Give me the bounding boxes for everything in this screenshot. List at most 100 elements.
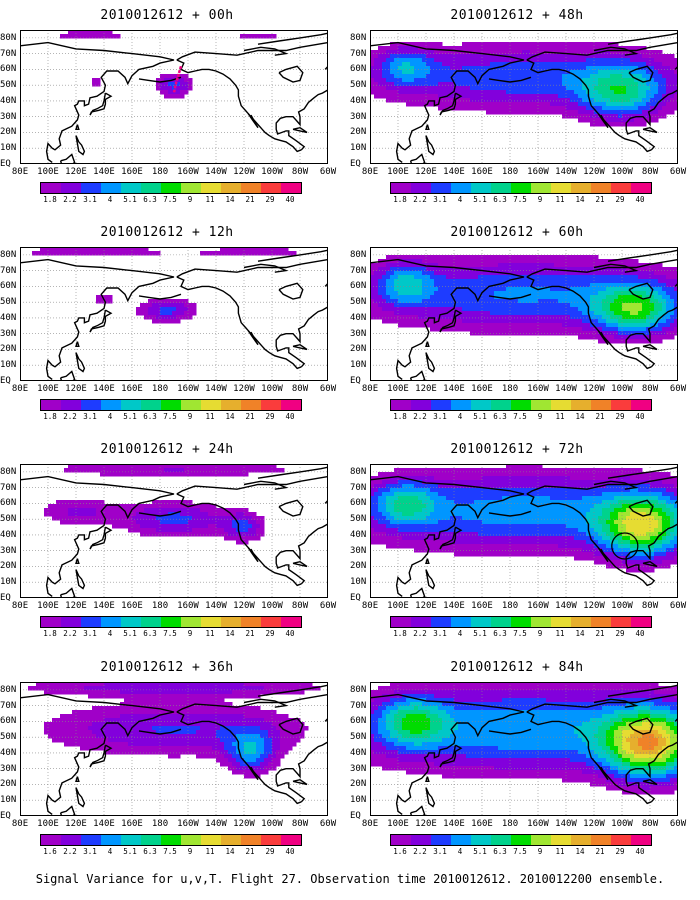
lon-tick-label: 160E <box>121 819 143 829</box>
coastline <box>278 717 304 735</box>
colorbar-swatch <box>101 617 121 627</box>
lon-tick-label: 160W <box>527 384 549 394</box>
colorbar-label: 29 <box>265 412 275 421</box>
colorbar-label: 7.5 <box>163 412 177 421</box>
colorbar-swatch <box>81 835 101 845</box>
colorbar-swatch <box>571 617 591 627</box>
colorbar-swatch <box>491 617 511 627</box>
lat-tick-label: 10N <box>350 360 367 371</box>
coastline <box>425 135 436 156</box>
coastline <box>526 493 652 587</box>
lat-tick-label: 40N <box>350 312 367 323</box>
colorbar-swatch <box>491 400 511 410</box>
colorbar <box>390 616 652 628</box>
colorbar-label: 11 <box>205 629 215 638</box>
lon-tick-label: 140E <box>443 384 465 394</box>
colorbar-swatch <box>431 835 451 845</box>
lon-tick-label: 180 <box>501 819 519 829</box>
panel-title: 2010012612 + 84h <box>450 660 584 675</box>
coastline <box>243 698 289 708</box>
coastline <box>625 306 678 368</box>
lat-tick-label: 10N <box>0 577 17 588</box>
figure-caption: Signal Variance for u,v,T. Flight 27. Ob… <box>35 872 665 886</box>
coastline <box>247 113 259 129</box>
lon-tick-label: 160E <box>471 167 493 177</box>
coastline <box>292 560 308 568</box>
map-panel: 2010012612 + 60h 80N 70N 60N 50N 40N 30N 20N 10N… <box>350 225 686 430</box>
coastline <box>138 76 182 83</box>
coastline <box>138 728 182 735</box>
lon-tick-label: 80E <box>361 819 379 829</box>
coastline <box>628 282 654 300</box>
lon-tick-label: 60W <box>319 601 337 611</box>
lon-tick-label: 80W <box>641 384 659 394</box>
colorbar-swatch <box>221 183 241 193</box>
lat-tick-label: 80N <box>350 32 367 43</box>
lat-tick-label: 60N <box>0 281 17 292</box>
lat-tick-label: EQ <box>350 159 361 169</box>
colorbar-label: 40 <box>635 629 645 638</box>
coastline <box>278 499 304 517</box>
lon-tick-label: 80E <box>361 601 379 611</box>
lat-tick-label: 40N <box>0 529 17 540</box>
colorbar-swatch <box>201 617 221 627</box>
lat-tick-label: EQ <box>350 593 361 603</box>
lat-tick-label: 50N <box>0 80 17 91</box>
colorbar-label: 4 <box>107 195 113 204</box>
coastline <box>75 569 86 590</box>
colorbar-label: 7.5 <box>513 195 527 204</box>
coastline <box>607 249 678 262</box>
colorbar-label: 2.2 <box>63 195 77 204</box>
coastline <box>593 698 639 708</box>
colorbar-label: 5.1 <box>123 195 137 204</box>
colorbar-label: 2.2 <box>63 412 77 421</box>
coastline <box>275 523 328 585</box>
coastline <box>607 466 678 479</box>
lon-tick-label: 80W <box>641 601 659 611</box>
lon-tick-label: 120W <box>233 819 255 829</box>
colorbar-swatch <box>531 835 551 845</box>
coastline <box>20 693 175 815</box>
colorbar-label: 6.3 <box>143 412 157 421</box>
coastline <box>488 293 532 300</box>
colorbar-label: 9 <box>537 412 543 421</box>
colorbar-swatch <box>391 400 411 410</box>
colorbar <box>390 182 652 194</box>
map-panel: 2010012612 + 48h 80N 70N 60N 50N 40N 30N 20N 10N… <box>350 8 686 213</box>
coastline <box>59 153 76 164</box>
coastline <box>425 569 436 590</box>
lon-tick-label: 60W <box>319 167 337 177</box>
colorbar <box>390 399 652 411</box>
lon-tick-label: 140E <box>93 601 115 611</box>
coastline <box>593 46 639 56</box>
lat-tick-label: 60N <box>350 281 367 292</box>
colorbar-label: 11 <box>205 412 215 421</box>
colorbar-label: 40 <box>285 847 295 856</box>
lat-tick-label: 20N <box>0 127 17 138</box>
coastline <box>425 776 430 783</box>
lat-tick-label: 10N <box>0 795 17 806</box>
map-panel: 2010012612 + 72h 80N 70N 60N 50N 40N 30N 20N 10N… <box>350 442 686 647</box>
panel-title: 2010012612 + 36h <box>100 660 234 675</box>
colorbar-label: 6.3 <box>493 629 507 638</box>
lon-tick-label: 140E <box>443 167 465 177</box>
colorbar-swatch <box>241 835 261 845</box>
lon-tick-label: 120W <box>233 167 255 177</box>
panel-title: 2010012612 + 48h <box>450 8 584 23</box>
panel-title: 2010012612 + 60h <box>450 225 584 240</box>
coastline <box>526 276 652 370</box>
colorbar-swatch <box>451 183 471 193</box>
coastline <box>89 526 113 550</box>
lat-tick-label: 70N <box>350 265 367 276</box>
colorbar-swatch <box>141 183 161 193</box>
coastline <box>59 370 76 381</box>
lon-tick-label: 80W <box>291 601 309 611</box>
map-area: 80N 70N 60N 50N 40N 30N 20N 10N EQ 80E 100E 120E 140… <box>0 247 336 394</box>
lon-tick-label: 80E <box>11 601 29 611</box>
colorbar-label: 6.3 <box>493 195 507 204</box>
colorbar-label: 3.1 <box>433 412 447 421</box>
map-plot <box>20 682 328 816</box>
colorbar-label: 1.6 <box>43 847 57 856</box>
colorbar-label: 29 <box>265 847 275 856</box>
lat-tick-label: 30N <box>350 763 367 774</box>
